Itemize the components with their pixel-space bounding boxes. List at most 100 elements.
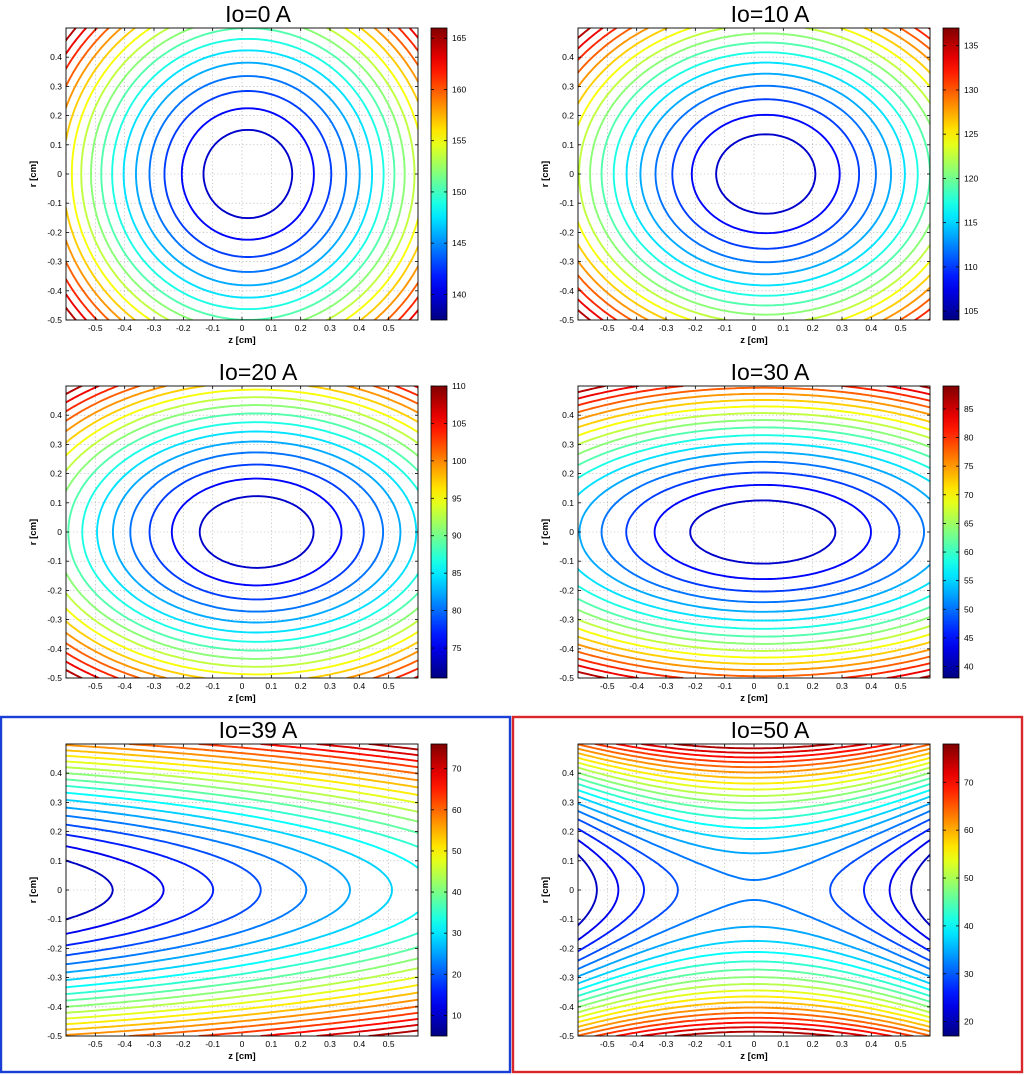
- colorbar-tick-label: 110: [964, 262, 978, 272]
- x-tick-label: 0.1: [777, 323, 789, 333]
- x-tick-label: -0.4: [629, 1039, 644, 1049]
- colorbar-tick-label: 30: [452, 928, 462, 938]
- contour-level-12: [578, 28, 930, 320]
- y-tick-label: -0.3: [559, 973, 574, 983]
- y-axis-label: r [cm]: [28, 161, 39, 187]
- contour-level-15: [66, 386, 418, 678]
- x-tick-label: -0.3: [147, 323, 162, 333]
- y-tick-label: -0.2: [559, 227, 574, 237]
- contour-level-9: [578, 783, 930, 997]
- x-axis-label: z [cm]: [228, 335, 255, 346]
- colorbar-tick-label: 70: [964, 490, 974, 500]
- y-tick-label: 0.3: [562, 81, 574, 91]
- x-tick-label: 0: [240, 1039, 245, 1049]
- contour-level-9: [66, 784, 418, 996]
- contour-level-10: [80, 28, 416, 320]
- y-tick-label: 0.3: [50, 797, 62, 807]
- x-tick-label: 0: [752, 1039, 757, 1049]
- x-tick-label: -0.1: [205, 1039, 220, 1049]
- x-tick-label: 0.5: [383, 323, 395, 333]
- y-tick-label: -0.1: [47, 914, 62, 924]
- x-tick-label: 0.1: [777, 681, 789, 691]
- contour-level-2: [578, 839, 930, 941]
- contour-level-16: [66, 386, 418, 678]
- contour-level-5: [111, 440, 402, 624]
- contour-level-5: [135, 61, 361, 287]
- y-tick-label: 0.1: [50, 498, 62, 508]
- contour-level-3: [163, 90, 333, 258]
- x-tick-label: 0: [752, 681, 757, 691]
- contour-level-2: [170, 477, 343, 587]
- x-tick-label: 0.4: [865, 323, 877, 333]
- colorbar-tick-label: 20: [452, 969, 462, 979]
- y-tick-label: 0.1: [50, 856, 62, 866]
- y-axis-label: r [cm]: [540, 161, 551, 187]
- y-tick-label: 0.4: [50, 410, 62, 420]
- colorbar-tick-label: 70: [452, 764, 462, 774]
- chart-title: Io=30 A: [731, 359, 810, 385]
- x-tick-label: -0.3: [147, 681, 162, 691]
- colorbar-tick-label: 80: [964, 433, 974, 443]
- colorbar-tick-label: 85: [452, 568, 462, 578]
- contour-level-16: [578, 28, 930, 320]
- x-tick-label: 0.5: [383, 681, 395, 691]
- y-tick-label: 0: [569, 527, 574, 537]
- contour-level-10: [578, 777, 930, 1003]
- contour-level-12: [578, 399, 930, 665]
- y-tick-label: -0.2: [559, 585, 574, 595]
- y-tick-label: 0.2: [50, 827, 62, 837]
- x-tick-label: 0: [752, 323, 757, 333]
- contour-level-4: [129, 451, 385, 613]
- colorbar-tick-label: 50: [452, 846, 462, 856]
- colorbar-tick-label: 20: [964, 1017, 974, 1027]
- chart-panel-6: Io=50 A -0.5 -0.4 -0.3 -0.2 -0.1 0 0.1 0.2 0.3 0.4…: [511, 715, 1024, 1074]
- contour-level-2: [180, 107, 315, 241]
- y-tick-label: 0.4: [562, 768, 574, 778]
- contour-level-11: [578, 28, 930, 320]
- contour-level-6: [66, 806, 351, 974]
- contour-level-8: [100, 28, 396, 320]
- x-tick-label: 0.5: [383, 1039, 395, 1049]
- y-tick-label: 0.4: [50, 52, 62, 62]
- y-tick-label: -0.2: [47, 227, 62, 237]
- contour-level-10: [578, 28, 930, 320]
- contour-level-6: [625, 61, 906, 287]
- contour-level-13: [66, 760, 418, 1020]
- contour-level-10: [578, 412, 930, 652]
- y-tick-label: 0.2: [562, 111, 574, 121]
- contour-level-13: [578, 392, 930, 672]
- contour-level-3: [625, 471, 901, 593]
- y-tick-label: 0.1: [562, 856, 574, 866]
- colorbar: [430, 385, 448, 679]
- y-axis-label: r [cm]: [540, 877, 551, 903]
- x-tick-label: -0.2: [176, 323, 191, 333]
- y-axis-label: r [cm]: [28, 877, 39, 903]
- colorbar-tick-label: 95: [452, 493, 462, 503]
- colorbar-tick-label: 145: [452, 238, 466, 248]
- x-tick-label: 0: [240, 323, 245, 333]
- x-tick-label: -0.4: [629, 681, 644, 691]
- contour-level-17: [66, 28, 77, 320]
- contour-level-1: [689, 499, 837, 565]
- contour-level-8: [67, 412, 418, 652]
- contour-level-6: [96, 430, 418, 634]
- contour-level-9: [66, 404, 418, 660]
- contour-level-7: [578, 434, 930, 630]
- contour-level-6: [122, 49, 374, 299]
- x-tick-label: 0.4: [353, 681, 365, 691]
- contour-level-1: [198, 495, 315, 569]
- contour-level-9: [589, 32, 930, 316]
- y-tick-label: 0.4: [50, 768, 62, 778]
- chart-title: Io=39 A: [219, 717, 298, 743]
- contour-level-8: [600, 41, 930, 307]
- colorbar-tick-label: 40: [452, 887, 462, 897]
- colorbar-tick-label: 30: [964, 969, 974, 979]
- contour-level-4: [600, 460, 925, 604]
- y-tick-label: -0.4: [47, 1002, 62, 1012]
- contour-level-3: [671, 98, 861, 250]
- x-tick-label: -0.1: [717, 681, 732, 691]
- chart-panel-1: Io=0 A -0.5 -0.4 -0.3 -0.2 -0.1 0 0.1 0.2 0.3 0.4 0…: [28, 1, 466, 346]
- x-tick-label: -0.1: [205, 681, 220, 691]
- colorbar-tick-label: 125: [964, 129, 978, 139]
- contour-level-16: [66, 28, 418, 320]
